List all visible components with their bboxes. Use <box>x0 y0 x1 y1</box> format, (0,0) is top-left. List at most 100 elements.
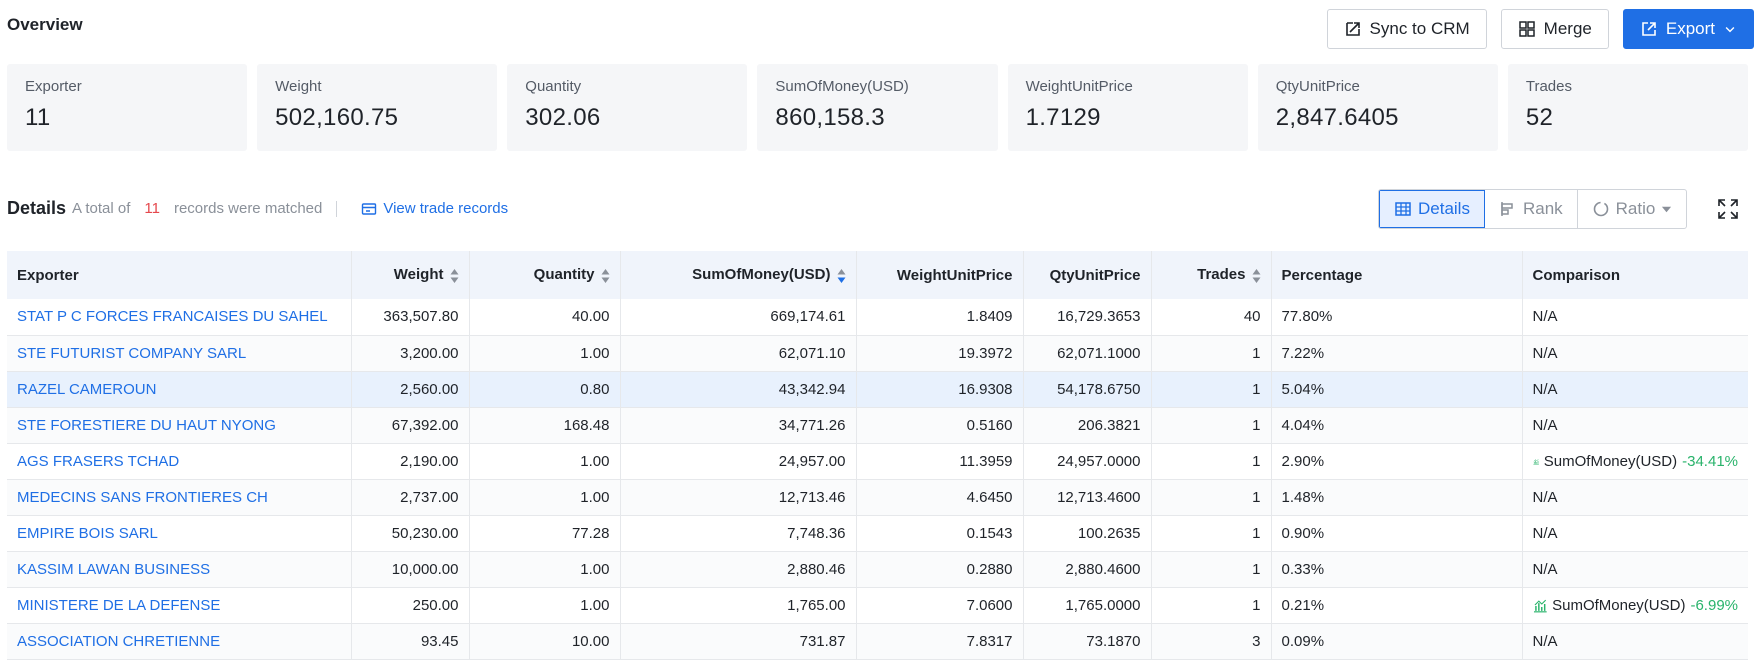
stat-value: 52 <box>1525 104 1554 131</box>
cell-weight: 10,000.00 <box>351 551 470 588</box>
cell-trades: 1 <box>1151 479 1272 516</box>
cell-comparison[interactable]: SumOfMoney(USD) -6.99% <box>1522 587 1748 624</box>
cell-wup: 0.1543 <box>856 515 1024 552</box>
table-row[interactable]: STAT P C FORCES FRANCAISES DU SAHEL 363,5… <box>7 299 1748 336</box>
table-row[interactable]: KASSIM LAWAN BUSINESS 10,000.00 1.00 2,880.… <box>7 551 1748 588</box>
cell-comparison: N/A <box>1522 551 1748 588</box>
sort-desc-active-icon[interactable] <box>837 268 846 284</box>
cell-quantity: 10.00 <box>469 623 621 660</box>
cell-quantity: 1.00 <box>469 551 621 588</box>
cell-sum: 12,713.46 <box>620 479 857 516</box>
sort-icon[interactable] <box>601 268 610 284</box>
cell-exporter[interactable]: EMPIRE BOIS SARL <box>7 515 352 552</box>
col-trades[interactable]: Trades <box>1151 251 1272 299</box>
cell-weight: 363,507.80 <box>351 299 470 336</box>
cell-comparison: N/A <box>1522 299 1748 336</box>
cell-sum: 2,880.46 <box>620 551 857 588</box>
details-title: Details <box>7 198 67 218</box>
stat-label: Weight <box>275 78 322 95</box>
table-row[interactable]: STE FUTURIST COMPANY SARL 3,200.00 1.00 62,… <box>7 335 1748 372</box>
table-row[interactable]: AGS FRASERS TCHAD 2,190.00 1.00 24,957.00 11… <box>7 443 1748 480</box>
cell-trades: 1 <box>1151 551 1272 588</box>
cell-comparison[interactable]: SumOfMoney(USD) -34.41% <box>1522 443 1748 480</box>
table-row[interactable]: ASSOCIATION CHRETIENNE 93.45 10.00 731.87 7.… <box>7 623 1748 660</box>
details-table: Exporter Weight Quantity SumOfMoney(USD)… <box>7 251 1748 660</box>
cell-comparison: N/A <box>1522 335 1748 372</box>
export-button[interactable]: Export <box>1622 9 1754 49</box>
comparison-trend[interactable]: SumOfMoney(USD) -34.41% <box>1532 452 1738 470</box>
cell-exporter[interactable]: KASSIM LAWAN BUSINESS <box>7 551 352 588</box>
view-trade-records-link[interactable]: View trade records <box>361 200 508 217</box>
col-wup-label: WeightUnitPrice <box>896 266 1013 284</box>
stat-card-weight: Weight 502,160.75 <box>257 64 498 151</box>
cell-weight: 250.00 <box>351 587 470 624</box>
fullscreen-icon[interactable] <box>1717 198 1739 220</box>
col-quantity-label: Quantity <box>533 266 595 284</box>
cell-trades: 1 <box>1151 443 1272 480</box>
cell-exporter[interactable]: MINISTERE DE LA DEFENSE <box>7 587 352 624</box>
cell-exporter[interactable]: AGS FRASERS TCHAD <box>7 443 352 480</box>
view-trade-records-label: View trade records <box>383 200 509 217</box>
cell-sum: 43,342.94 <box>620 371 857 408</box>
cell-exporter[interactable]: RAZEL CAMEROUN <box>7 371 352 408</box>
chevron-down-icon <box>1725 26 1735 33</box>
cell-percentage: 0.21% <box>1271 587 1523 624</box>
sort-icon[interactable] <box>450 268 459 284</box>
cell-weight: 3,200.00 <box>351 335 470 372</box>
table-icon <box>1395 202 1411 216</box>
cell-wup: 7.8317 <box>856 623 1024 660</box>
cell-quantity: 40.00 <box>469 299 621 336</box>
comparison-trend[interactable]: SumOfMoney(USD) -6.99% <box>1533 597 1738 614</box>
tab-rank[interactable]: Rank <box>1485 190 1578 228</box>
cell-wup: 19.3972 <box>856 335 1024 372</box>
sync-to-crm-label: Sync to CRM <box>1369 19 1470 38</box>
cell-wup: 4.6450 <box>856 479 1024 516</box>
stat-label: Quantity <box>525 78 582 95</box>
col-exporter-label: Exporter <box>17 266 79 284</box>
cell-percentage: 77.80% <box>1271 299 1523 336</box>
tab-ratio[interactable]: Ratio <box>1578 190 1687 228</box>
sync-to-crm-button[interactable]: Sync to CRM <box>1326 9 1487 49</box>
table-row[interactable]: EMPIRE BOIS SARL 50,230.00 77.28 7,748.36 0.… <box>7 515 1748 552</box>
cell-wup: 11.3959 <box>856 443 1024 480</box>
stat-label: QtyUnitPrice <box>1275 78 1360 95</box>
col-quantity[interactable]: Quantity <box>469 251 621 299</box>
cell-comparison: N/A <box>1522 515 1748 552</box>
cell-percentage: 5.04% <box>1271 371 1523 408</box>
cell-exporter[interactable]: STE FUTURIST COMPANY SARL <box>7 335 352 372</box>
col-sum[interactable]: SumOfMoney(USD) <box>620 251 857 299</box>
stat-cards: Exporter 11 Weight 502,160.75 Quantity 3… <box>7 64 1748 151</box>
col-qup-label: QtyUnitPrice <box>1049 266 1141 284</box>
tab-details-label: Details <box>1418 199 1470 218</box>
overview-title: Overview <box>7 15 83 34</box>
col-exporter: Exporter <box>7 251 352 299</box>
cell-trades: 1 <box>1151 371 1272 408</box>
col-weight[interactable]: Weight <box>351 251 470 299</box>
records-prefix: A total of <box>72 200 131 217</box>
col-qty-unit-price: QtyUnitPrice <box>1023 251 1152 299</box>
sort-icon[interactable] <box>1252 268 1261 284</box>
stat-value: 1.7129 <box>1025 104 1101 131</box>
cell-qup: 16,729.3653 <box>1023 299 1152 336</box>
cell-percentage: 0.33% <box>1271 551 1523 588</box>
cell-exporter[interactable]: ASSOCIATION CHRETIENNE <box>7 623 352 660</box>
table-row[interactable]: MINISTERE DE LA DEFENSE 250.00 1.00 1,765.0… <box>7 587 1748 624</box>
stat-label: WeightUnitPrice <box>1025 78 1133 95</box>
cell-quantity: 1.00 <box>469 443 621 480</box>
cell-exporter[interactable]: STAT P C FORCES FRANCAISES DU SAHEL <box>7 299 352 336</box>
tab-details[interactable]: Details <box>1379 190 1485 228</box>
table-row[interactable]: MEDECINS SANS FRONTIERES CH 2,737.00 1.00 1… <box>7 479 1748 516</box>
caret-down-icon <box>1662 206 1672 212</box>
table-row[interactable]: STE FORESTIERE DU HAUT NYONG 67,392.00 168… <box>7 407 1748 444</box>
cell-quantity: 77.28 <box>469 515 621 552</box>
cell-exporter[interactable]: STE FORESTIERE DU HAUT NYONG <box>7 407 352 444</box>
table-row[interactable]: RAZEL CAMEROUN 2,560.00 0.80 43,342.94 16.93… <box>7 371 1748 408</box>
records-icon <box>362 202 377 215</box>
cell-exporter[interactable]: MEDECINS SANS FRONTIERES CH <box>7 479 352 516</box>
cell-quantity: 1.00 <box>469 479 621 516</box>
cell-sum: 24,957.00 <box>620 443 857 480</box>
col-comparison: Comparison <box>1522 251 1748 299</box>
comparison-percent: -34.41% <box>1682 452 1738 470</box>
merge-button[interactable]: Merge <box>1500 9 1609 49</box>
trend-chart-icon <box>1533 599 1547 612</box>
